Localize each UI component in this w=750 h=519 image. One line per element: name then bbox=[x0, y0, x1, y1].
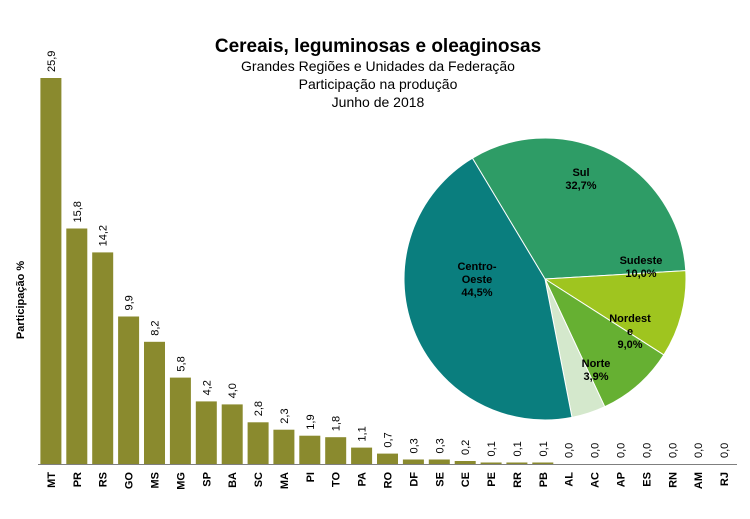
category-label-MS: MS bbox=[150, 472, 162, 489]
category-label-AP: AP bbox=[616, 472, 628, 487]
value-label-RJ: 0,0 bbox=[719, 443, 731, 458]
category-label-AC: AC bbox=[590, 472, 602, 488]
y-axis-label: Participação % bbox=[15, 261, 27, 339]
category-label-RO: RO bbox=[383, 472, 395, 489]
pie-chart: Sul 32,7% Sudeste 10,0% Nordest e 9,0% Norte 3,9… bbox=[403, 137, 687, 421]
bar-RR bbox=[506, 462, 528, 464]
bar-PR bbox=[66, 228, 88, 464]
value-label-BA: 4,0 bbox=[227, 383, 239, 398]
value-label-MS: 8,2 bbox=[150, 321, 162, 336]
bar-DF bbox=[402, 459, 424, 464]
category-label-MA: MA bbox=[279, 472, 291, 489]
value-label-PB: 0,1 bbox=[538, 441, 550, 456]
chart-title: Cereais, leguminosas e oleaginosas bbox=[215, 36, 541, 57]
value-label-PI: 1,9 bbox=[305, 414, 317, 429]
category-label-MG: MG bbox=[175, 472, 187, 490]
value-label-PE: 0,1 bbox=[486, 441, 498, 456]
category-label-AL: AL bbox=[564, 472, 576, 487]
bar-MA bbox=[273, 429, 295, 464]
bar-PI bbox=[299, 435, 321, 464]
category-label-ES: ES bbox=[641, 472, 653, 487]
pie-slice-nordest bbox=[543, 277, 665, 408]
chart-subtitle-line-2: Participação na produção bbox=[299, 76, 458, 92]
value-label-RN: 0,0 bbox=[667, 443, 679, 458]
bar-RO bbox=[377, 453, 398, 464]
bar-SC bbox=[247, 422, 269, 464]
pie-slice-centro bbox=[403, 157, 573, 421]
category-label-SC: SC bbox=[253, 472, 265, 487]
pie-label-norte: Norte 3,9% bbox=[582, 358, 611, 383]
category-label-SE: SE bbox=[434, 472, 446, 487]
category-label-AM: AM bbox=[693, 472, 705, 489]
category-label-RS: RS bbox=[98, 472, 110, 487]
category-label-GO: GO bbox=[124, 472, 136, 490]
bar-PB bbox=[532, 462, 554, 464]
bar-RS bbox=[92, 252, 114, 464]
value-label-GO: 9,9 bbox=[124, 295, 136, 310]
value-label-PR: 15,8 bbox=[72, 201, 84, 222]
category-label-RN: RN bbox=[667, 472, 679, 488]
bar-TO bbox=[325, 437, 347, 464]
pie-label-nordest: Nordest e 9,0% bbox=[609, 313, 651, 351]
value-label-TO: 1,8 bbox=[331, 416, 343, 431]
value-label-ES: 0,0 bbox=[641, 443, 653, 458]
value-label-MA: 2,3 bbox=[279, 408, 291, 423]
value-label-SP: 4,2 bbox=[201, 380, 213, 395]
value-label-RR: 0,1 bbox=[512, 441, 524, 456]
category-label-CE: CE bbox=[460, 472, 472, 487]
value-label-AM: 0,0 bbox=[693, 443, 705, 458]
bar-MG bbox=[169, 377, 191, 464]
bar-MT bbox=[40, 78, 62, 464]
category-label-MT: MT bbox=[46, 472, 58, 488]
value-label-SE: 0,3 bbox=[434, 438, 446, 453]
bar-CE bbox=[454, 461, 476, 464]
value-label-AC: 0,0 bbox=[590, 443, 602, 458]
value-label-AP: 0,0 bbox=[616, 443, 628, 458]
value-label-RO: 0,7 bbox=[383, 432, 395, 447]
value-label-DF: 0,3 bbox=[408, 438, 420, 453]
bar-SP bbox=[195, 401, 217, 464]
category-label-BA: BA bbox=[227, 472, 239, 488]
title-group: Cereais, leguminosas e oleaginosas Grand… bbox=[215, 36, 541, 110]
category-label-PA: PA bbox=[357, 472, 369, 487]
category-label-RR: RR bbox=[512, 472, 524, 488]
pie-label-sudeste: Sudeste 10,0% bbox=[620, 255, 663, 280]
pie-label-sul: Sul 32,7% bbox=[565, 167, 596, 192]
value-label-RS: 14,2 bbox=[98, 225, 110, 246]
category-label-DF: DF bbox=[408, 472, 420, 487]
pie-slice-sudeste bbox=[543, 270, 687, 356]
category-label-PR: PR bbox=[72, 472, 84, 487]
category-label-PB: PB bbox=[538, 472, 550, 487]
bar-BA bbox=[221, 404, 243, 464]
bar-series: 25,9 MT 15,8 PR 14,2 RS 9,9 GO 8,2 MS 5,8 MG 4,2 SP 4,… bbox=[38, 51, 737, 490]
category-label-PE: PE bbox=[486, 472, 498, 487]
pie-slice-sul bbox=[471, 137, 687, 280]
value-label-MT: 25,9 bbox=[46, 51, 58, 72]
chart-subtitle-line-3: Junho de 2018 bbox=[332, 94, 425, 110]
category-label-SP: SP bbox=[201, 472, 213, 487]
bar-PE bbox=[480, 462, 502, 464]
bar-MS bbox=[144, 341, 165, 464]
value-label-CE: 0,2 bbox=[460, 440, 472, 455]
pie-label-centro: Centro-Oeste 44,5% bbox=[457, 261, 496, 299]
value-label-PA: 1,1 bbox=[357, 426, 369, 441]
bar-SE bbox=[428, 459, 450, 464]
bar-PA bbox=[351, 447, 373, 464]
value-label-MG: 5,8 bbox=[175, 356, 187, 371]
chart-subtitle-line-1: Grandes Regiões e Unidades da Federação bbox=[241, 58, 515, 74]
category-label-PI: PI bbox=[305, 472, 317, 482]
bar-GO bbox=[118, 316, 140, 464]
category-label-RJ: RJ bbox=[719, 472, 731, 486]
category-label-TO: TO bbox=[331, 472, 343, 488]
value-label-SC: 2,8 bbox=[253, 401, 265, 416]
value-label-AL: 0,0 bbox=[564, 443, 576, 458]
